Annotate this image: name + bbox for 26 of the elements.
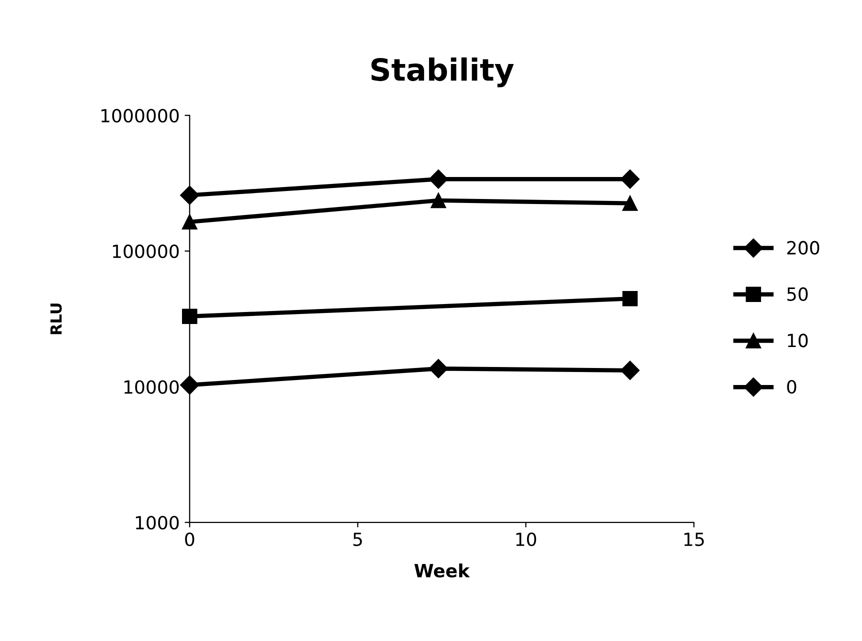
chart-title: Stability: [371, 57, 514, 88]
y-tick-label: 1000: [136, 516, 179, 530]
point: [622, 290, 638, 306]
point: [620, 360, 640, 380]
point: [430, 192, 446, 208]
point: [428, 170, 448, 189]
point: [620, 170, 640, 189]
y-tick-label: 100000: [112, 244, 179, 258]
legend-label: 10: [788, 334, 808, 348]
legend-label: 50: [787, 287, 808, 301]
point: [180, 375, 200, 395]
x-tick-label: 0: [185, 532, 194, 546]
point: [182, 214, 198, 230]
x-axis-title: Week: [414, 564, 470, 578]
y-tick-label: 10000: [124, 380, 179, 394]
point: [622, 196, 638, 211]
y-tick-label: 1000000: [101, 108, 179, 122]
point: [180, 186, 200, 205]
point: [428, 359, 448, 378]
point: [182, 308, 198, 324]
y-axis-title: RLU: [50, 304, 62, 334]
x-tick-label: 5: [353, 532, 362, 546]
x-tick-label: 15: [684, 532, 704, 546]
x-tick-label: 10: [516, 532, 536, 546]
legend-label: 200: [787, 240, 820, 255]
legend-label: 0: [787, 380, 796, 394]
